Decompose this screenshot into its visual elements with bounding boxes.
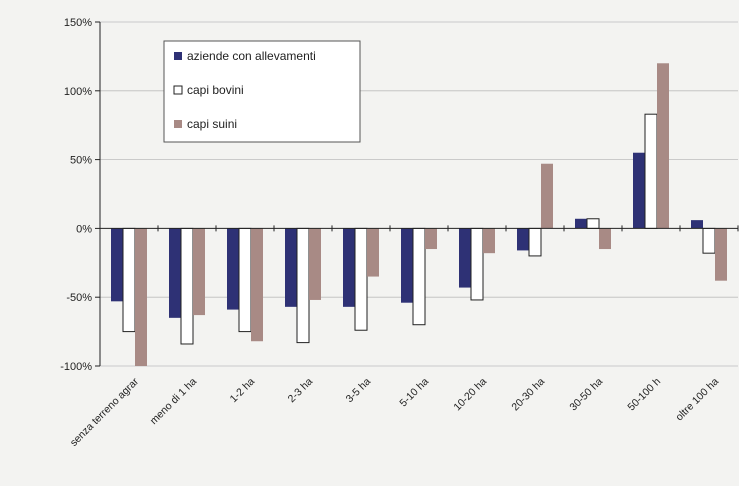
- bar-capi-bovini-7: [528, 227, 542, 257]
- bar-capi-bovini-10: [702, 227, 716, 254]
- x-category-label: meno di 1 ha: [148, 376, 200, 428]
- bar-capi-suini-5: [425, 228, 437, 250]
- x-category-label: 5-10 ha: [397, 376, 431, 410]
- x-category-label: 20-30 ha: [509, 376, 547, 414]
- bar-capi-suini-3: [309, 228, 321, 300]
- bar-aziende-con-allevamenti-10: [691, 220, 703, 229]
- legend-label: capi suini: [187, 117, 237, 131]
- bar-aziende-con-allevamenti-6: [459, 228, 471, 288]
- bar-capi-suini-9: [657, 63, 669, 229]
- axes: [99, 22, 739, 366]
- y-axis-ticks: 150% 100% 50% 0% -50% -100%: [60, 17, 100, 373]
- x-category-label: 30-50 ha: [567, 376, 605, 414]
- bar-aziende-con-allevamenti-0: [111, 228, 123, 302]
- x-category-label: 1-2 ha: [228, 376, 258, 406]
- x-category-label: 2-3 ha: [286, 376, 316, 406]
- legend-swatch: [173, 85, 183, 95]
- bar-aziende-con-allevamenti-4: [343, 228, 355, 307]
- y-tick-label: 100%: [64, 86, 92, 98]
- legend-label: aziende con allevamenti: [187, 49, 316, 63]
- bar-capi-bovini-6: [470, 227, 484, 301]
- bar-capi-suini-2: [251, 228, 263, 342]
- bar-aziende-con-allevamenti-5: [401, 228, 413, 303]
- bar-aziende-con-allevamenti-8: [575, 218, 587, 229]
- y-tick-label: 50%: [70, 155, 92, 167]
- bar-aziende-con-allevamenti-7: [517, 228, 529, 251]
- bar-capi-bovini-0: [122, 227, 136, 333]
- bar-aziende-con-allevamenti-2: [227, 228, 239, 310]
- x-category-label: 10-20 ha: [451, 376, 489, 414]
- x-category-label: 3-5 ha: [344, 376, 374, 406]
- bar-capi-suini-0: [135, 228, 147, 366]
- bar-capi-bovini-8: [586, 218, 600, 229]
- legend-label: capi bovini: [187, 83, 244, 97]
- legend-swatch: [174, 120, 182, 128]
- x-axis-labels: senza terreno agrar meno di 1 ha 1-2 ha 2-3…: [68, 375, 721, 449]
- bar-capi-bovini-9: [644, 113, 658, 229]
- bar-capi-suini-4: [367, 228, 379, 277]
- bar-aziende-con-allevamenti-3: [285, 228, 297, 307]
- bar-capi-bovini-2: [238, 227, 252, 333]
- bars: [111, 63, 727, 366]
- y-tick-label: 0%: [76, 223, 92, 235]
- bar-capi-suini-6: [483, 228, 495, 254]
- y-tick-label: 150%: [64, 17, 92, 29]
- bar-aziende-con-allevamenti-9: [633, 152, 645, 229]
- bar-capi-suini-8: [599, 228, 611, 250]
- x-category-label: senza terreno agrar: [68, 375, 142, 449]
- bar-capi-bovini-4: [354, 227, 368, 331]
- bar-capi-suini-1: [193, 228, 205, 316]
- x-category-label: 50-100 h: [625, 376, 663, 414]
- bar-capi-bovini-3: [296, 227, 310, 344]
- legend-swatch: [174, 52, 182, 60]
- x-category-label: oltre 100 ha: [673, 376, 721, 424]
- y-tick-label: -50%: [66, 292, 92, 304]
- bar-capi-bovini-5: [412, 227, 426, 326]
- bar-capi-bovini-1: [180, 227, 194, 345]
- legend-box: [163, 40, 361, 143]
- bar-aziende-con-allevamenti-1: [169, 228, 181, 318]
- bar-capi-suini-10: [715, 228, 727, 281]
- y-tick-label: -100%: [60, 361, 92, 373]
- legend: aziende con allevamenti capi bovini capi s…: [163, 40, 361, 143]
- bar-capi-suini-7: [541, 163, 553, 229]
